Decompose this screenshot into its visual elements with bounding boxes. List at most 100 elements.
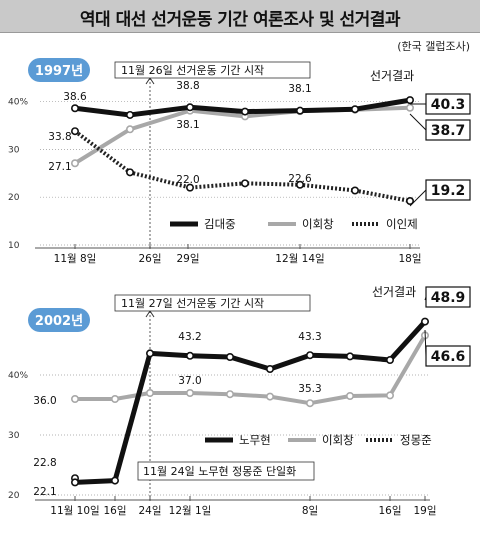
result-leader: [409, 113, 427, 131]
data-point: [295, 180, 304, 189]
data-label: 38.8: [176, 80, 199, 92]
year-badge: [28, 308, 90, 332]
data-point: [126, 168, 135, 177]
data-point: [385, 391, 394, 400]
data-label: 22.8: [33, 457, 56, 469]
data-point: [71, 104, 80, 113]
result-value: 19.2: [431, 183, 466, 199]
x-tick-label: 18일: [398, 252, 421, 265]
data-point: [405, 96, 414, 105]
data-point: [186, 388, 195, 397]
x-tick-label: 11월 10일: [50, 504, 99, 517]
y-tick-label: 20: [8, 491, 20, 501]
result-value: 40.3: [431, 97, 466, 113]
data-point: [405, 103, 414, 112]
data-point: [241, 179, 250, 188]
y-tick-label: 40%: [8, 371, 28, 381]
legend-label: 이회창: [302, 217, 334, 231]
data-point: [186, 183, 195, 192]
data-label: 37.0: [178, 375, 201, 387]
data-label: 38.1: [176, 119, 199, 131]
x-tick-label: 12월 14일: [275, 252, 324, 265]
x-tick-label: 26일: [138, 252, 161, 265]
legend-label: 이회창: [322, 433, 354, 447]
result-box: [425, 119, 471, 141]
result-box: [425, 93, 471, 115]
data-point: [126, 125, 135, 134]
data-point: [146, 349, 155, 358]
x-tick-label: 29일: [176, 252, 199, 265]
y-tick-label: 30: [8, 431, 20, 441]
x-tick-label: 24일: [138, 504, 161, 517]
result-label: 선거결과: [372, 285, 416, 299]
result-value: 38.7: [431, 123, 466, 139]
data-point: [71, 478, 80, 487]
result-box: [425, 345, 471, 367]
x-tick-label: 19일: [413, 504, 436, 517]
data-point: [405, 197, 414, 206]
data-label: 33.8: [48, 131, 71, 143]
series-line-이회창: [75, 334, 427, 406]
data-label: 36.0: [33, 395, 56, 407]
data-point: [265, 392, 274, 401]
data-label: 22.6: [288, 173, 312, 185]
annotation-box: [114, 61, 311, 79]
data-point: [350, 186, 359, 195]
data-point: [345, 391, 354, 400]
data-point: [350, 105, 359, 114]
data-label: 22.0: [176, 174, 199, 186]
data-point: [305, 399, 314, 408]
x-tick-label: 16일: [378, 504, 401, 517]
x-tick-label: 16일: [103, 504, 126, 517]
legend-label: 이인제: [386, 217, 418, 231]
data-label: 38.6: [63, 91, 87, 103]
y-tick-label: 40%: [8, 98, 28, 108]
data-point: [420, 317, 429, 326]
source-note: (한국 갤럽조사): [397, 40, 470, 53]
data-point: [71, 394, 80, 403]
legend-label: 김대중: [204, 217, 236, 231]
result-box: [425, 179, 471, 201]
data-point: [226, 390, 235, 399]
data-point: [146, 388, 155, 397]
data-point: [111, 476, 120, 485]
data-label: 38.1: [288, 83, 311, 95]
data-point: [186, 351, 195, 360]
data-point: [126, 110, 135, 119]
annotation-box-2: [137, 461, 315, 481]
data-label: 27.1: [48, 161, 71, 173]
data-point: [241, 107, 250, 116]
legend-label: 노무현: [239, 433, 271, 447]
y-tick-label: 20: [8, 193, 20, 203]
annotation-text: 11월 27일 선거운동 기간 시작: [121, 296, 264, 310]
data-point: [345, 352, 354, 361]
data-point: [111, 394, 120, 403]
data-label: 22.1: [33, 486, 56, 498]
page-title: 역대 대선 선거운동 기간 여론조사 및 선거결과: [79, 10, 401, 30]
data-point: [186, 103, 195, 112]
data-point: [71, 159, 80, 168]
x-tick-label: 12월 1일: [169, 504, 212, 517]
annotation-text: 11월 26일 선거운동 기간 시작: [121, 63, 264, 77]
x-tick-label: 11월 8일: [54, 252, 97, 265]
data-label: 35.3: [298, 383, 321, 395]
result-value: 46.6: [431, 349, 466, 365]
data-point: [305, 351, 314, 360]
year-label: 2002년: [35, 314, 83, 329]
y-tick-label: 10: [8, 241, 20, 251]
data-point: [265, 364, 274, 373]
result-box: [425, 286, 471, 308]
result-label: 선거결과: [370, 69, 414, 83]
data-point: [385, 355, 394, 364]
legend-label: 정몽준: [400, 433, 432, 447]
result-value: 48.9: [431, 290, 466, 306]
data-point: [295, 106, 304, 115]
series-line-이인제: [73, 129, 411, 203]
result-leader: [409, 189, 427, 207]
annotation-text-2: 11월 24일 노무현 정몽준 단일화: [143, 464, 296, 478]
data-label: 43.2: [178, 331, 201, 343]
title-bar: 역대 대선 선거운동 기간 여론조사 및 선거결과: [0, 0, 480, 33]
year-badge: [28, 58, 90, 82]
